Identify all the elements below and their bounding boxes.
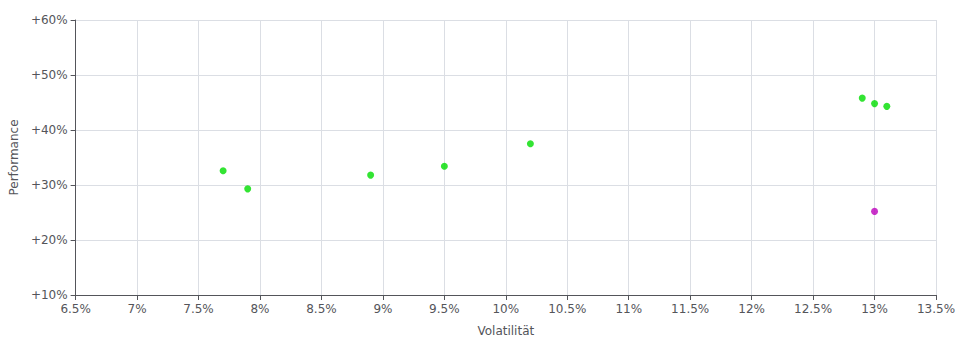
svg-text:9%: 9% [373,302,392,316]
svg-text:+30%: +30% [31,178,68,192]
svg-text:+10%: +10% [31,288,68,302]
svg-text:10%: 10% [492,302,519,316]
svg-text:10.5%: 10.5% [548,302,586,316]
svg-text:+40%: +40% [31,123,68,137]
svg-text:12%: 12% [738,302,765,316]
svg-text:Performance: Performance [7,119,21,195]
svg-text:7%: 7% [128,302,147,316]
svg-text:7.5%: 7.5% [183,302,214,316]
svg-text:13%: 13% [861,302,888,316]
svg-text:+60%: +60% [31,13,68,27]
svg-text:11%: 11% [615,302,642,316]
svg-text:13.5%: 13.5% [917,302,955,316]
svg-text:+50%: +50% [31,68,68,82]
svg-text:8%: 8% [250,302,269,316]
svg-text:+20%: +20% [31,233,68,247]
svg-text:9.5%: 9.5% [429,302,460,316]
svg-text:Volatilität: Volatilität [477,324,534,338]
svg-text:11.5%: 11.5% [671,302,709,316]
svg-text:6.5%: 6.5% [60,302,91,316]
svg-text:8.5%: 8.5% [306,302,337,316]
svg-text:12.5%: 12.5% [794,302,832,316]
